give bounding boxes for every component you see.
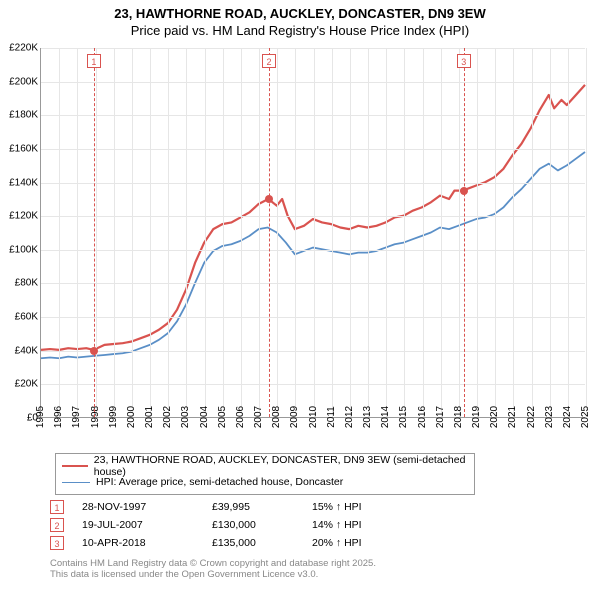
y-axis-label: £60K — [15, 312, 41, 323]
x-axis-label: 2005 — [215, 406, 228, 428]
sale-marker-line — [94, 48, 95, 417]
x-axis-label: 2003 — [178, 406, 191, 428]
sale-marker-dot — [90, 347, 98, 355]
sale-price: £39,995 — [212, 501, 312, 513]
x-axis-label: 2025 — [578, 406, 591, 428]
sale-marker-badge: 2 — [50, 518, 64, 532]
x-axis-label: 2013 — [360, 406, 373, 428]
x-axis-label: 2021 — [505, 406, 518, 428]
y-axis-label: £20K — [15, 379, 41, 390]
x-axis-label: 2018 — [451, 406, 464, 428]
x-axis-label: 2017 — [433, 406, 446, 428]
x-axis-label: 2002 — [160, 406, 173, 428]
y-axis-label: £180K — [9, 110, 41, 121]
sale-date: 28-NOV-1997 — [82, 501, 212, 513]
x-axis-label: 2014 — [378, 406, 391, 428]
y-axis-label: £220K — [9, 43, 41, 54]
x-axis-label: 2019 — [469, 406, 482, 428]
x-axis-label: 1996 — [51, 406, 64, 428]
sale-marker-line — [269, 48, 270, 417]
y-axis-label: £80K — [15, 278, 41, 289]
legend-label: 23, HAWTHORNE ROAD, AUCKLEY, DONCASTER, … — [94, 454, 468, 478]
y-axis-label: £120K — [9, 211, 41, 222]
x-axis-label: 1999 — [106, 406, 119, 428]
title-subtitle: Price paid vs. HM Land Registry's House … — [0, 23, 600, 40]
sale-marker-line — [464, 48, 465, 417]
x-axis-label: 2007 — [251, 406, 264, 428]
sales-row: 2 19-JUL-2007 £130,000 14% ↑ HPI — [50, 516, 362, 534]
sale-date: 10-APR-2018 — [82, 537, 212, 549]
y-axis-label: £140K — [9, 177, 41, 188]
y-axis-label: £160K — [9, 143, 41, 154]
sale-date: 19-JUL-2007 — [82, 519, 212, 531]
x-axis-label: 2024 — [560, 406, 573, 428]
attribution-line: Contains HM Land Registry data © Crown c… — [50, 558, 376, 569]
chart-container: 23, HAWTHORNE ROAD, AUCKLEY, DONCASTER, … — [0, 0, 600, 590]
title-block: 23, HAWTHORNE ROAD, AUCKLEY, DONCASTER, … — [0, 0, 600, 40]
legend-label: HPI: Average price, semi-detached house,… — [96, 476, 343, 488]
sale-marker-badge: 1 — [50, 500, 64, 514]
x-axis-label: 2022 — [524, 406, 537, 428]
legend-swatch — [62, 465, 88, 467]
sale-marker-dot — [265, 195, 273, 203]
x-axis-label: 2001 — [142, 406, 155, 428]
legend-box: 23, HAWTHORNE ROAD, AUCKLEY, DONCASTER, … — [55, 453, 475, 495]
sales-row: 1 28-NOV-1997 £39,995 15% ↑ HPI — [50, 498, 362, 516]
attribution-line: This data is licensed under the Open Gov… — [50, 569, 376, 580]
x-axis-label: 2020 — [487, 406, 500, 428]
sale-price: £135,000 — [212, 537, 312, 549]
title-address: 23, HAWTHORNE ROAD, AUCKLEY, DONCASTER, … — [0, 6, 600, 23]
legend-row: 23, HAWTHORNE ROAD, AUCKLEY, DONCASTER, … — [62, 458, 468, 474]
attribution-text: Contains HM Land Registry data © Crown c… — [50, 558, 376, 581]
sale-marker-badge: 2 — [262, 54, 276, 68]
sale-hpi-delta: 20% ↑ HPI — [312, 537, 362, 549]
x-axis-label: 2006 — [233, 406, 246, 428]
x-axis-label: 1995 — [33, 406, 46, 428]
sale-marker-badge: 1 — [87, 54, 101, 68]
x-axis-label: 2000 — [124, 406, 137, 428]
x-axis-label: 2023 — [542, 406, 555, 428]
x-axis-label: 2011 — [324, 406, 337, 428]
chart-plot-area: £0£20K£40K£60K£80K£100K£120K£140K£160K£1… — [40, 48, 585, 418]
sale-hpi-delta: 14% ↑ HPI — [312, 519, 362, 531]
sale-price: £130,000 — [212, 519, 312, 531]
y-axis-label: £100K — [9, 244, 41, 255]
x-axis-label: 2008 — [269, 406, 282, 428]
sale-hpi-delta: 15% ↑ HPI — [312, 501, 362, 513]
x-axis-label: 2009 — [287, 406, 300, 428]
sale-marker-badge: 3 — [50, 536, 64, 550]
y-axis-label: £40K — [15, 345, 41, 356]
sales-table: 1 28-NOV-1997 £39,995 15% ↑ HPI 2 19-JUL… — [50, 498, 362, 552]
sale-marker-badge: 3 — [457, 54, 471, 68]
x-axis-label: 2012 — [342, 406, 355, 428]
sale-marker-dot — [460, 187, 468, 195]
y-axis-label: £200K — [9, 76, 41, 87]
x-axis-label: 2016 — [415, 406, 428, 428]
x-axis-label: 2004 — [197, 406, 210, 428]
legend-swatch — [62, 482, 90, 483]
sales-row: 3 10-APR-2018 £135,000 20% ↑ HPI — [50, 534, 362, 552]
x-axis-label: 2015 — [396, 406, 409, 428]
x-axis-label: 1997 — [69, 406, 82, 428]
x-axis-label: 2010 — [306, 406, 319, 428]
